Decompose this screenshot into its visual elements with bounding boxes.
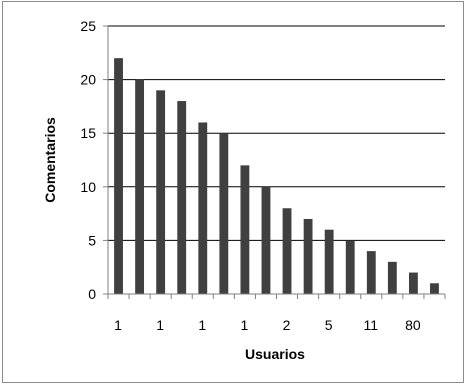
bars bbox=[114, 58, 439, 294]
bar bbox=[198, 122, 208, 294]
y-tick-label: 20 bbox=[80, 72, 96, 88]
bar bbox=[156, 90, 166, 294]
chart-frame bbox=[2, 1, 464, 383]
x-tick-label: 1 bbox=[198, 317, 206, 333]
y-tick-label: 15 bbox=[80, 125, 96, 141]
x-tick-label: 1 bbox=[114, 317, 122, 333]
y-tick-labels: 0 5 10 15 20 25 bbox=[80, 18, 96, 302]
bar bbox=[303, 218, 313, 294]
x-tick-label: 5 bbox=[325, 317, 333, 333]
x-tick-labels: 1 1 1 1 2 5 11 80 bbox=[114, 317, 421, 333]
bar bbox=[324, 229, 334, 294]
bar bbox=[261, 186, 271, 294]
bar bbox=[240, 165, 250, 294]
bar bbox=[387, 261, 397, 294]
y-tick-label: 25 bbox=[80, 18, 96, 34]
x-tick-label: 1 bbox=[240, 317, 248, 333]
x-tick-label: 80 bbox=[405, 317, 421, 333]
bar bbox=[114, 58, 123, 294]
y-tick-label: 0 bbox=[88, 286, 96, 302]
y-tick-label: 10 bbox=[80, 179, 96, 195]
bar bbox=[366, 251, 376, 294]
x-axis-title: Usuarios bbox=[245, 346, 305, 362]
bar bbox=[135, 79, 145, 294]
bar bbox=[345, 240, 355, 294]
bar bbox=[430, 283, 439, 294]
axes bbox=[103, 25, 446, 299]
y-axis-title: Comentarios bbox=[42, 117, 58, 203]
x-tick-label: 1 bbox=[156, 317, 164, 333]
x-tick-label: 2 bbox=[283, 317, 291, 333]
bar bbox=[408, 272, 418, 294]
y-tick-label: 5 bbox=[88, 232, 96, 248]
bar bbox=[282, 208, 292, 294]
bar bbox=[219, 133, 229, 294]
x-tick-label: 11 bbox=[363, 317, 378, 333]
bar bbox=[177, 101, 187, 294]
